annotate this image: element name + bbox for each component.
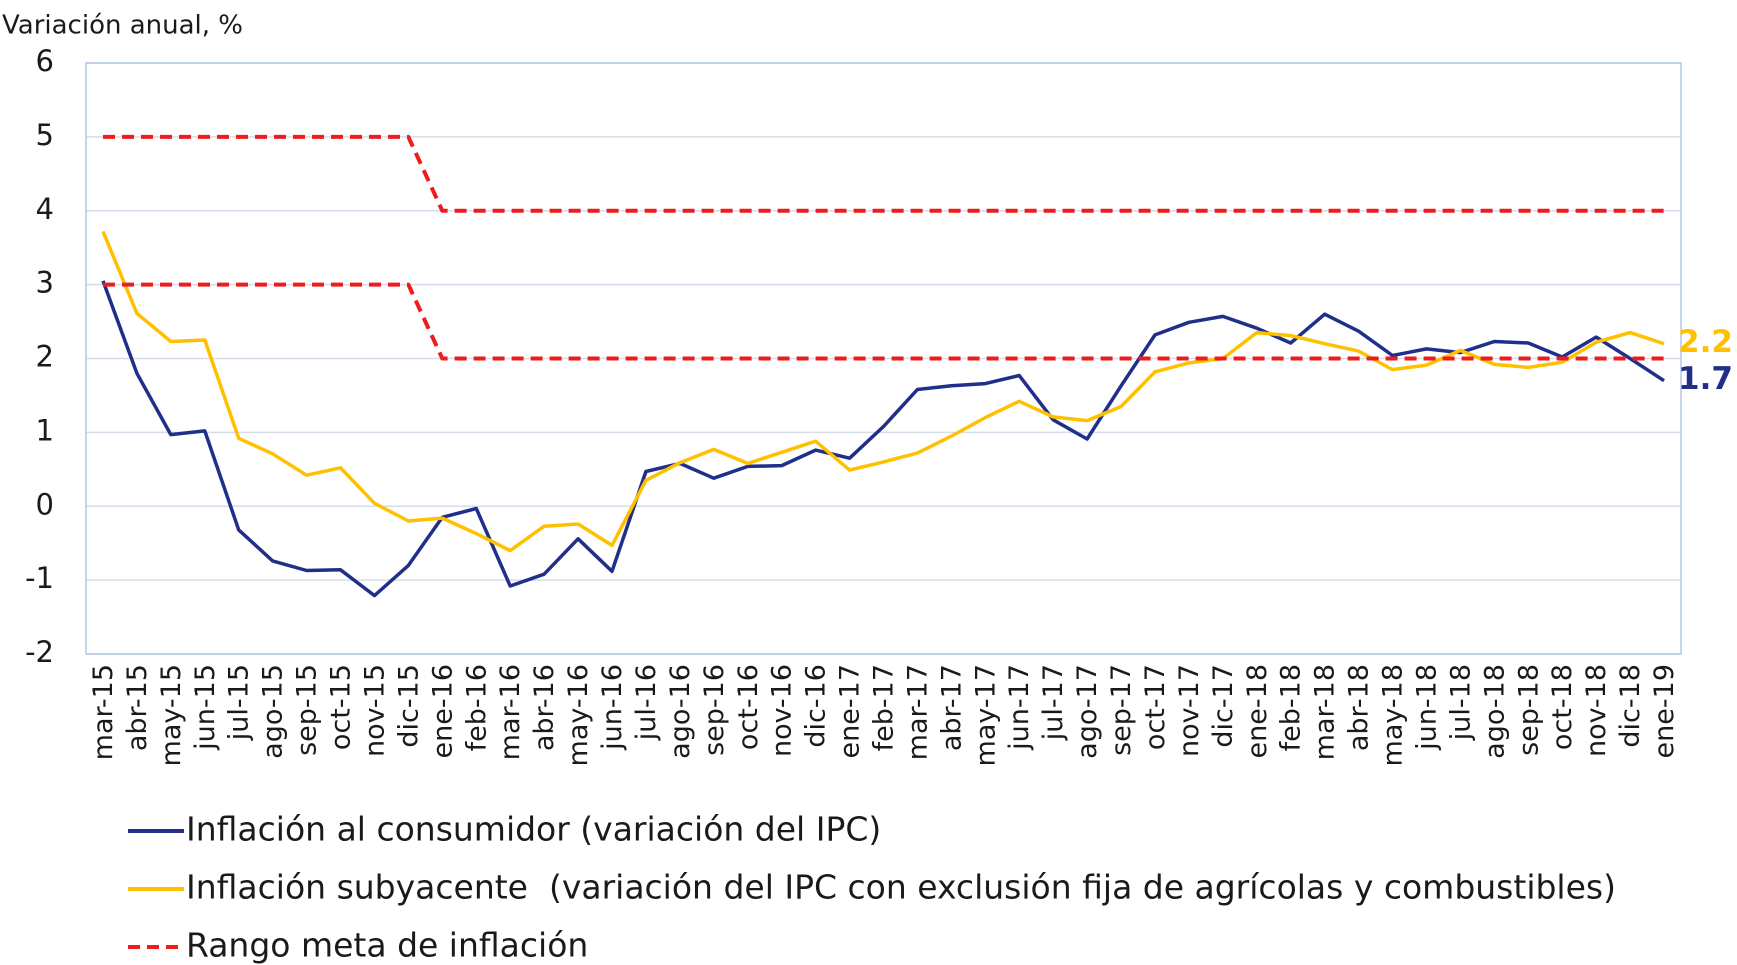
y-tick-label: 4 xyxy=(36,192,54,226)
x-tick-label: oct-18 xyxy=(1547,664,1578,750)
x-tick-label: sep-18 xyxy=(1513,664,1544,756)
x-tick-label: sep-17 xyxy=(1106,664,1137,756)
series-line xyxy=(103,282,1664,361)
x-tick-label: jul-15 xyxy=(224,664,255,741)
x-tick-label: mar-17 xyxy=(902,664,933,760)
y-tick-label: -2 xyxy=(25,635,54,669)
x-tick-label: nov-16 xyxy=(767,664,798,757)
x-tick-label: may-17 xyxy=(970,664,1001,766)
x-tick-label: nov-15 xyxy=(359,664,390,757)
x-tick-label: ago-17 xyxy=(1072,664,1103,759)
series-line xyxy=(101,280,1665,598)
x-tick-label: ene-19 xyxy=(1649,664,1680,758)
x-tick-label: feb-16 xyxy=(461,664,492,751)
y-tick-label: 0 xyxy=(36,487,54,521)
x-tick-label: jul-16 xyxy=(631,664,662,741)
y-tick-label: -1 xyxy=(25,561,54,595)
x-tick-label: abr-16 xyxy=(529,664,560,751)
x-tick-label: oct-16 xyxy=(733,664,764,750)
y-tick-label: 3 xyxy=(36,266,54,300)
x-tick-label: jun-15 xyxy=(190,664,221,751)
x-tick-label: oct-17 xyxy=(1140,664,1171,750)
x-tick-label: dic-16 xyxy=(801,664,832,748)
legend-label: Rango meta de inflación xyxy=(186,926,588,965)
y-tick-label: 6 xyxy=(36,44,54,78)
legend-label: Inflación subyacente (variación del IPC … xyxy=(186,868,1616,907)
x-tick-label: feb-17 xyxy=(869,664,900,751)
x-tick-label: jun-16 xyxy=(597,664,628,751)
y-tick-label: 5 xyxy=(36,118,54,152)
x-tick-label: abr-18 xyxy=(1344,664,1375,751)
x-tick-label: jun-18 xyxy=(1411,664,1442,751)
plot-border xyxy=(85,62,1682,655)
legend-label: Inflación al consumidor (variación del I… xyxy=(186,810,881,849)
x-tick-label: may-15 xyxy=(156,664,187,766)
x-tick-label: ago-18 xyxy=(1479,664,1510,759)
x-tick-label: mar-15 xyxy=(88,664,119,760)
x-tick-label: mar-16 xyxy=(495,664,526,760)
y-axis-label: Variación anual, % xyxy=(2,11,243,41)
series-line xyxy=(101,230,1665,553)
x-tick-label: dic-17 xyxy=(1208,664,1239,748)
x-tick-label: mar-18 xyxy=(1310,664,1341,760)
x-tick-label: dic-18 xyxy=(1615,664,1646,748)
x-tick-label: nov-17 xyxy=(1174,664,1205,757)
x-tick-label: ago-15 xyxy=(258,664,289,759)
x-tick-label: ene-16 xyxy=(427,664,458,758)
x-tick-label: nov-18 xyxy=(1581,664,1612,757)
x-tick-label: ene-17 xyxy=(835,664,866,758)
x-tick-label: jul-18 xyxy=(1445,664,1476,741)
x-tick-label: jun-17 xyxy=(1004,664,1035,751)
x-tick-label: ago-16 xyxy=(665,664,696,759)
y-tick-label: 1 xyxy=(36,413,54,447)
x-tick-label: abr-17 xyxy=(936,664,967,751)
x-tick-label: sep-16 xyxy=(699,664,730,756)
y-tick-label: 2 xyxy=(36,340,54,374)
x-tick-label: oct-15 xyxy=(326,664,357,750)
x-tick-label: dic-15 xyxy=(393,664,424,748)
x-tick-label: abr-15 xyxy=(122,664,153,751)
data-label: 1.7 xyxy=(1678,361,1733,397)
x-tick-label: ene-18 xyxy=(1242,664,1273,758)
x-tick-label: jul-17 xyxy=(1038,664,1069,741)
x-tick-label: may-18 xyxy=(1378,664,1409,766)
x-tick-label: may-16 xyxy=(563,664,594,766)
x-tick-label: feb-18 xyxy=(1276,664,1307,751)
data-label: 2.2 xyxy=(1678,324,1733,360)
series-line xyxy=(103,134,1664,213)
x-tick-label: sep-15 xyxy=(292,664,323,756)
